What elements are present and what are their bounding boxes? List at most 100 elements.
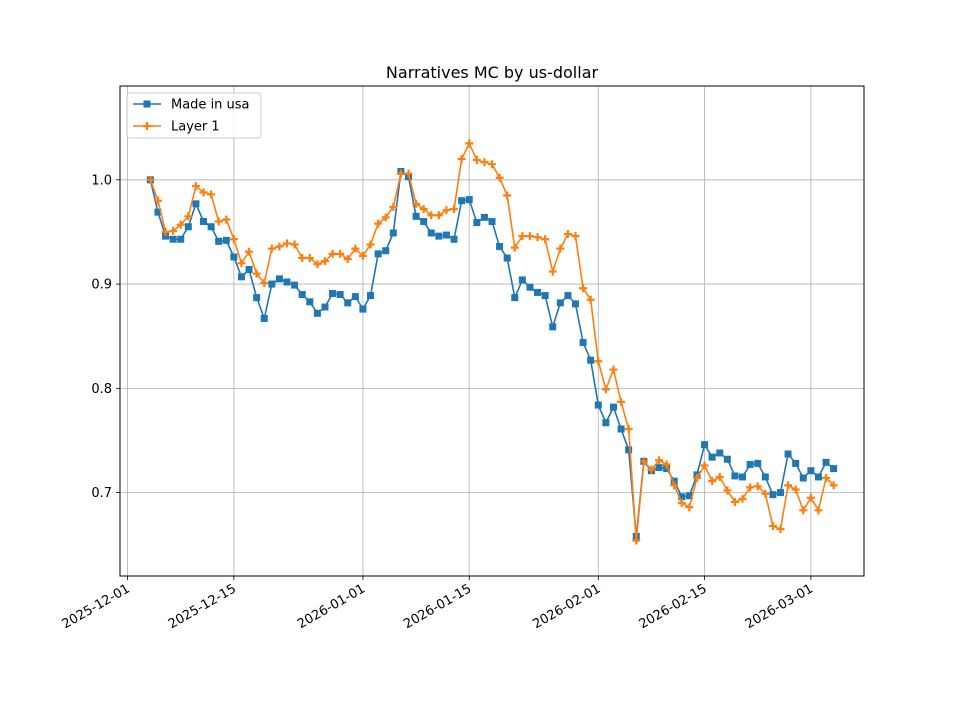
data-point-made-in-usa bbox=[807, 467, 815, 475]
data-point-made-in-usa bbox=[200, 218, 208, 226]
data-point-layer-1 bbox=[161, 227, 170, 236]
data-point-made-in-usa bbox=[754, 459, 762, 467]
data-point-made-in-usa bbox=[253, 294, 261, 302]
data-point-layer-1 bbox=[176, 220, 185, 229]
legend-label-layer-1: Layer 1 bbox=[171, 120, 220, 135]
data-point-layer-1 bbox=[510, 243, 519, 252]
data-point-layer-1 bbox=[571, 232, 580, 241]
data-point-layer-1 bbox=[738, 494, 747, 503]
data-point-layer-1 bbox=[222, 215, 231, 224]
data-point-layer-1 bbox=[609, 365, 618, 374]
data-point-layer-1 bbox=[396, 169, 405, 178]
data-point-layer-1 bbox=[677, 499, 686, 508]
data-point-made-in-usa bbox=[329, 289, 337, 297]
series-layer-1 bbox=[146, 139, 838, 545]
data-point-made-in-usa bbox=[465, 196, 473, 204]
data-point-made-in-usa bbox=[731, 472, 739, 480]
data-point-layer-1 bbox=[199, 188, 208, 197]
data-point-layer-1 bbox=[450, 205, 459, 214]
data-point-layer-1 bbox=[730, 497, 739, 506]
data-point-made-in-usa bbox=[177, 235, 185, 243]
data-point-layer-1 bbox=[601, 385, 610, 394]
data-point-made-in-usa bbox=[207, 223, 215, 231]
data-point-made-in-usa bbox=[427, 229, 435, 237]
data-point-layer-1 bbox=[495, 173, 504, 182]
data-point-made-in-usa bbox=[344, 299, 352, 307]
data-point-layer-1 bbox=[563, 230, 572, 239]
series-group bbox=[146, 139, 838, 545]
data-point-layer-1 bbox=[579, 284, 588, 293]
data-point-layer-1 bbox=[503, 191, 512, 200]
data-point-layer-1 bbox=[381, 213, 390, 222]
data-point-layer-1 bbox=[374, 219, 383, 228]
data-point-layer-1 bbox=[343, 255, 352, 264]
data-point-made-in-usa bbox=[351, 293, 359, 301]
data-point-layer-1 bbox=[229, 235, 238, 244]
data-point-made-in-usa bbox=[230, 253, 238, 261]
data-point-made-in-usa bbox=[776, 489, 784, 497]
data-point-layer-1 bbox=[207, 190, 216, 199]
data-point-layer-1 bbox=[548, 267, 557, 276]
data-point-layer-1 bbox=[806, 493, 815, 502]
data-point-made-in-usa bbox=[442, 231, 450, 239]
data-point-made-in-usa bbox=[784, 450, 792, 458]
data-point-made-in-usa bbox=[625, 446, 633, 454]
data-point-made-in-usa bbox=[215, 237, 223, 245]
data-point-made-in-usa bbox=[268, 280, 276, 288]
data-point-made-in-usa bbox=[420, 218, 428, 226]
data-point-layer-1 bbox=[419, 205, 428, 214]
data-point-layer-1 bbox=[320, 257, 329, 266]
data-point-made-in-usa bbox=[746, 460, 754, 468]
data-point-made-in-usa bbox=[435, 232, 443, 240]
data-point-made-in-usa bbox=[260, 314, 268, 322]
data-point-made-in-usa bbox=[298, 291, 306, 299]
data-point-made-in-usa bbox=[511, 294, 519, 302]
data-point-layer-1 bbox=[624, 425, 633, 433]
data-point-made-in-usa bbox=[192, 200, 200, 208]
y-tick-label: 0.8 bbox=[91, 382, 112, 397]
data-point-made-in-usa bbox=[799, 474, 807, 482]
data-point-made-in-usa bbox=[488, 218, 496, 226]
data-point-layer-1 bbox=[472, 156, 481, 165]
data-point-made-in-usa bbox=[663, 465, 671, 473]
plot-frame bbox=[119, 85, 865, 577]
data-point-made-in-usa bbox=[579, 338, 587, 346]
grid bbox=[120, 86, 864, 576]
data-point-layer-1 bbox=[434, 211, 443, 220]
data-point-layer-1 bbox=[525, 232, 534, 241]
data-point-layer-1 bbox=[594, 357, 603, 366]
data-point-layer-1 bbox=[313, 260, 322, 269]
y-tick-label: 1.0 bbox=[91, 173, 112, 188]
data-point-made-in-usa bbox=[169, 235, 177, 243]
data-point-layer-1 bbox=[184, 212, 193, 221]
data-point-layer-1 bbox=[252, 269, 261, 278]
data-point-layer-1 bbox=[389, 202, 398, 211]
data-point-made-in-usa bbox=[458, 197, 466, 205]
data-point-made-in-usa bbox=[412, 212, 420, 220]
data-point-made-in-usa bbox=[184, 223, 192, 231]
data-point-layer-1 bbox=[799, 506, 808, 515]
data-point-layer-1 bbox=[617, 397, 626, 406]
data-point-layer-1 bbox=[480, 158, 489, 167]
data-point-layer-1 bbox=[518, 232, 527, 241]
data-point-layer-1 bbox=[328, 249, 337, 258]
chart-title: Narratives MC by us-dollar bbox=[386, 63, 599, 82]
data-point-made-in-usa bbox=[594, 401, 602, 409]
data-point-made-in-usa bbox=[473, 219, 481, 227]
data-point-made-in-usa bbox=[792, 459, 800, 467]
data-point-made-in-usa bbox=[291, 281, 299, 289]
data-point-layer-1 bbox=[556, 244, 565, 253]
data-point-made-in-usa bbox=[830, 465, 838, 473]
data-point-layer-1 bbox=[146, 175, 155, 184]
data-point-layer-1 bbox=[169, 226, 178, 235]
data-point-layer-1 bbox=[768, 521, 777, 530]
data-point-made-in-usa bbox=[609, 403, 617, 411]
data-point-layer-1 bbox=[533, 233, 542, 242]
data-point-made-in-usa bbox=[769, 491, 777, 499]
data-point-layer-1 bbox=[723, 486, 732, 495]
data-point-made-in-usa bbox=[245, 265, 253, 273]
data-point-layer-1 bbox=[191, 182, 200, 191]
data-point-made-in-usa bbox=[222, 236, 230, 244]
data-point-made-in-usa bbox=[708, 453, 716, 461]
legend-label-made-in-usa: Made in usa bbox=[171, 98, 250, 113]
